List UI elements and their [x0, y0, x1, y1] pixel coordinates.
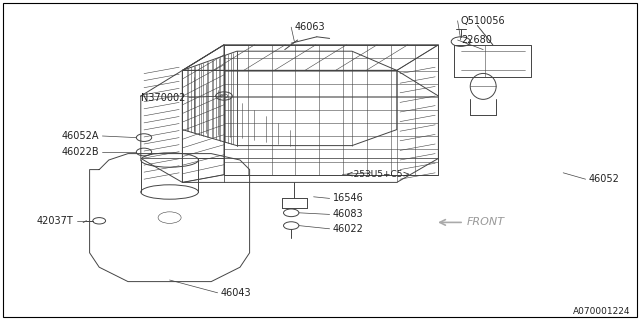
Text: 46052: 46052: [589, 174, 620, 184]
Text: 46043: 46043: [221, 288, 252, 298]
Text: 46022B: 46022B: [61, 147, 99, 157]
Text: N370002: N370002: [141, 92, 186, 103]
Text: 16546: 16546: [333, 193, 364, 204]
Text: A070001224: A070001224: [573, 308, 630, 316]
Text: 46063: 46063: [294, 22, 325, 32]
Text: <253U5+C5>: <253U5+C5>: [346, 170, 410, 179]
Text: 22680: 22680: [461, 35, 492, 45]
Text: FRONT: FRONT: [467, 217, 505, 228]
Text: Q510056: Q510056: [461, 16, 506, 26]
Text: 42037T: 42037T: [37, 216, 74, 226]
Text: 46052A: 46052A: [61, 131, 99, 141]
Text: 46083: 46083: [333, 209, 364, 220]
Text: 46022: 46022: [333, 224, 364, 234]
